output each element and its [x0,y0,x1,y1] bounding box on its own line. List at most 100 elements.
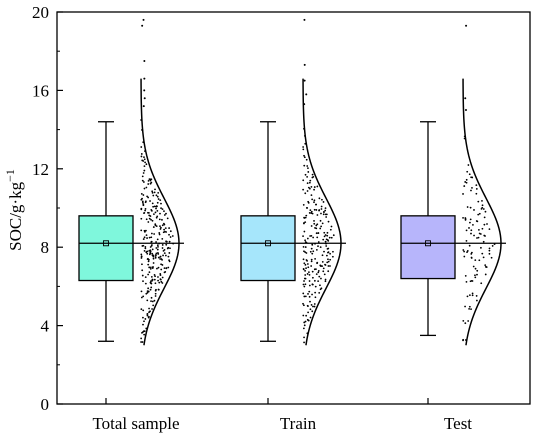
scatter-point [324,240,327,243]
scatter-point [161,244,164,246]
scatter-point [315,248,318,251]
scatter-point [142,244,145,247]
scatter-point [486,223,488,225]
scatter-point [313,208,316,211]
scatter-point [306,175,309,178]
scatter-point [154,188,156,191]
scatter-point [146,252,149,255]
scatter-point [143,89,146,92]
scatter-point [142,323,144,326]
scatter-point [152,194,155,197]
scatter-point [303,103,306,106]
scatter-point [143,165,146,168]
scatter-point [141,179,144,182]
scatter-point [149,249,152,252]
scatter-point [141,175,144,178]
scatter-point [326,247,329,250]
scatter-point [312,305,314,308]
scatter-point [470,257,473,259]
scatter-point [145,186,148,189]
plot-area [78,18,506,346]
scatter-point [142,316,144,319]
scatter-point [146,312,149,315]
scatter-point [313,303,316,305]
scatter-point [311,198,314,201]
scatter-point [315,203,317,206]
scatter-point [146,299,149,302]
scatter-point [151,252,154,255]
scatter-point [140,119,142,121]
scatter-point [160,202,162,205]
scatter-point [304,246,307,248]
scatter-point [155,207,157,210]
scatter-point [462,216,464,219]
scatter-point [143,158,146,161]
scatter-point [320,212,322,215]
scatter-point [320,277,322,280]
scatter-point [302,235,304,237]
scatter-point [321,260,324,263]
scatter-point [169,230,172,233]
scatter-point [155,241,157,243]
scatter-point [149,288,152,291]
scatter-point [156,244,159,247]
scatter-point [161,264,164,266]
scatter-point [465,181,468,184]
scatter-point [302,292,305,295]
scatter-point [154,292,157,295]
scatter-point [150,276,153,278]
scatter-point [322,213,325,216]
scatter-point [144,161,147,164]
scatter-point [317,269,320,272]
scatter-point [476,299,478,302]
scatter-point [329,252,332,255]
scatter-point [149,246,152,248]
scatter-point [484,264,487,267]
scatter-point [310,210,313,213]
scatter-point [150,232,153,235]
scatter-point [162,222,165,225]
scatter-point [155,288,157,291]
scatter-point [327,251,330,254]
scatter-point [304,241,307,243]
scatter-point [153,273,156,276]
scatter-point [147,287,150,290]
scatter-point [465,178,468,181]
scatter-point [303,127,305,130]
iqr-box [240,215,296,282]
scatter-point [157,266,160,269]
scatter-point [147,260,150,263]
scatter-point [481,200,483,202]
scatter-point [157,246,159,248]
y-tick-label: 16 [32,81,49,100]
scatter-point [140,255,143,258]
scatter-point [164,227,167,230]
scatter-point [314,257,316,260]
scatter-point [303,18,306,21]
scatter-point [308,271,310,274]
scatter-point [153,233,156,235]
scatter-point [149,268,152,270]
scatter-point [464,305,466,308]
scatter-point [303,336,305,339]
scatter-point [154,253,157,256]
y-tick-label: 4 [41,317,50,336]
scatter-point [311,243,314,246]
scatter-point [470,252,473,255]
scatter-point [308,181,311,184]
scatter-point [156,201,159,204]
scatter-point [324,280,327,283]
scatter-point [158,218,161,221]
scatter-point [143,156,145,158]
scatter-point [151,300,154,303]
scatter-point [319,227,322,230]
scatter-point [305,214,308,217]
scatter-point [484,273,487,276]
scatter-point [154,275,156,278]
scatter-point [150,286,153,289]
scatter-point [163,214,166,216]
scatter-point [141,269,144,272]
scatter-point [159,228,162,230]
scatter-point [151,254,154,257]
scatter-point [147,183,150,185]
